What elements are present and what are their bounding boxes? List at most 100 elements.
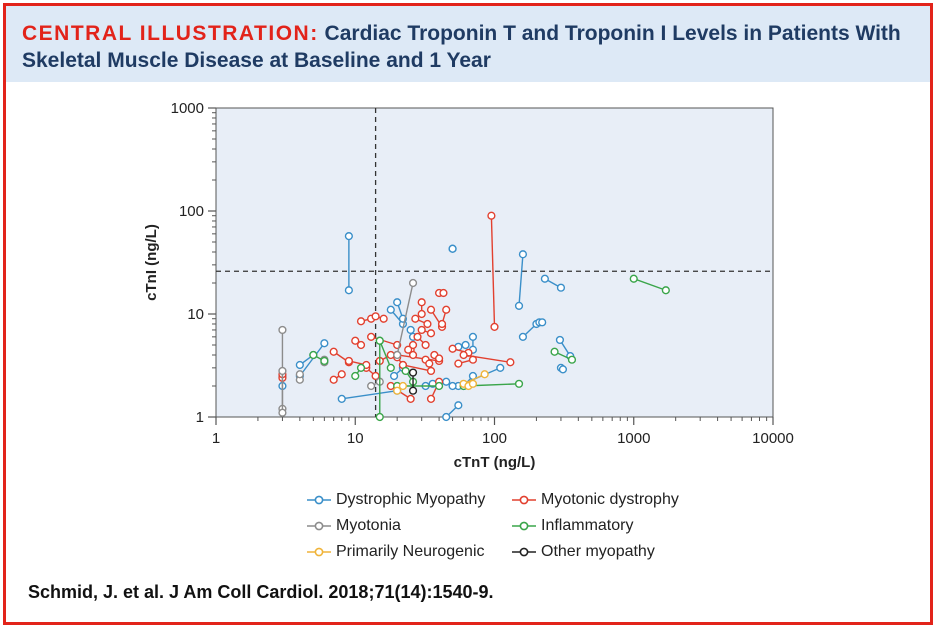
y-tick-label: 10 xyxy=(187,306,204,323)
chart-legend: Dystrophic Myopathy Myotonic dystrophy Myo… xyxy=(306,489,726,569)
myotonic-dystrophy-point-baseline xyxy=(371,312,380,321)
y-tick-label: 1000 xyxy=(171,100,204,117)
dystrophic-myopathy-point-1year xyxy=(454,401,463,410)
myotonia-point-1year xyxy=(278,366,287,376)
myotonic-dystrophy-point-baseline xyxy=(426,394,436,403)
dystrophic-myopathy-point-baseline xyxy=(540,274,549,283)
legend-swatch-primarily-neurogenic xyxy=(307,547,331,557)
legend-item-inflammatory: Inflammatory xyxy=(511,515,633,537)
inflammatory-point-baseline xyxy=(401,366,410,376)
myotonia-point-baseline xyxy=(408,278,418,288)
myotonia-point-baseline xyxy=(278,325,287,335)
legend-swatch-inflammatory xyxy=(512,521,536,531)
other-myopathy-point-baseline xyxy=(408,368,418,377)
inflammatory-point-baseline xyxy=(550,347,559,356)
dystrophic-myopathy-point-baseline xyxy=(406,325,415,335)
y-axis-label: cTnI (ng/L) xyxy=(143,224,160,301)
x-tick-label: 1 xyxy=(212,430,220,447)
y-tick-label: 100 xyxy=(179,203,204,220)
legend-item-other-myopathy: Other myopathy xyxy=(511,541,655,563)
myotonic-dystrophy-point-1year xyxy=(490,322,499,331)
myotonic-dystrophy-point-baseline xyxy=(417,325,426,335)
dystrophic-myopathy-point-baseline xyxy=(442,412,451,422)
myotonic-dystrophy-point-1year xyxy=(406,394,415,403)
myotonic-dystrophy-point-1year xyxy=(423,319,432,329)
dystrophic-myopathy-point-baseline xyxy=(496,363,505,372)
inflammatory-point-baseline xyxy=(356,363,366,372)
myotonic-dystrophy-point-1year xyxy=(371,371,380,381)
dystrophic-myopathy-point-1year xyxy=(556,283,566,292)
myotonic-dystrophy-point-1year xyxy=(426,366,436,376)
myotonic-dystrophy-connector xyxy=(463,354,511,363)
myotonia-point-1year xyxy=(393,350,402,360)
legend-swatch-myotonic-dystrophy xyxy=(512,495,536,505)
myotonia-point-baseline xyxy=(278,408,287,417)
dystrophic-myopathy-point-baseline xyxy=(518,250,528,259)
myotonic-dystrophy-point-baseline xyxy=(329,347,338,356)
inflammatory-point-1year xyxy=(567,355,577,364)
myotonic-dystrophy-point-baseline xyxy=(367,332,376,341)
dystrophic-myopathy-point-baseline xyxy=(555,335,565,345)
inflammatory-point-1year xyxy=(514,379,524,388)
dystrophic-myopathy-connector xyxy=(299,342,325,377)
myotonic-dystrophy-point-1year xyxy=(404,345,413,354)
figure-title: CENTRAL ILLUSTRATION: Cardiac Troponin T… xyxy=(22,20,922,74)
inflammatory-point-baseline xyxy=(629,274,638,283)
myotonic-dystrophy-point-1year xyxy=(426,329,436,338)
dystrophic-myopathy-point-1year xyxy=(514,301,524,310)
dystrophic-myopathy-point-1year xyxy=(461,340,470,350)
myotonic-dystrophy-connector xyxy=(402,364,432,372)
title-text: Cardiac Troponin T and Troponin I Levels… xyxy=(22,22,901,72)
myotonic-dystrophy-point-baseline xyxy=(426,305,436,314)
citation: Schmid, J. et al. J Am Coll Cardiol. 201… xyxy=(28,582,494,602)
troponin-scatter-chart: 1 10 100 1000 1 10 100 1000 10000 cTnT (ng/L) cTnI… xyxy=(143,100,794,471)
dystrophic-myopathy-connector xyxy=(518,254,524,306)
primarily-neurogenic-point-1year xyxy=(398,381,408,391)
dystrophic-myopathy-point-baseline xyxy=(295,360,304,370)
inflammatory-point-1year xyxy=(434,381,444,391)
legend-label: Myotonic dystrophy xyxy=(541,491,679,508)
legend-swatch-myotonia xyxy=(307,521,331,531)
dystrophic-myopathy-point-1year xyxy=(448,381,457,391)
myotonic-dystrophy-point-1year xyxy=(417,309,426,319)
legend-item-myotonic-dystrophy: Myotonic dystrophy xyxy=(511,489,679,511)
dystrophic-myopathy-point-baseline xyxy=(393,298,402,307)
dystrophic-myopathy-point-1year xyxy=(468,332,478,341)
myotonic-dystrophy-point-1year xyxy=(425,359,434,368)
myotonic-dystrophy-point-baseline xyxy=(442,305,451,314)
legend-item-primarily-neurogenic: Primarily Neurogenic xyxy=(306,541,485,563)
myotonic-dystrophy-connector xyxy=(370,336,398,346)
legend-label: Dystrophic Myopathy xyxy=(336,491,486,508)
x-tick-label: 100 xyxy=(482,430,507,447)
x-axis-label: cTnT (ng/L) xyxy=(454,454,536,471)
myotonic-dystrophy-point-1year xyxy=(439,288,448,298)
dystrophic-myopathy-point-baseline xyxy=(389,371,399,381)
myotonic-dystrophy-point-1year xyxy=(408,350,418,360)
legend-label: Inflammatory xyxy=(541,517,634,534)
dystrophic-myopathy-connector xyxy=(341,390,398,400)
inflammatory-point-1year xyxy=(320,356,329,366)
inflammatory-point-1year xyxy=(661,286,670,295)
myotonic-dystrophy-point-baseline xyxy=(411,314,420,323)
other-myopathy-point-1year xyxy=(408,386,418,395)
myotonic-dystrophy-point-baseline xyxy=(454,359,463,368)
myotonic-dystrophy-point-baseline xyxy=(351,336,360,345)
myotonia-point-1year xyxy=(295,370,304,379)
legend-item-dystrophic-myopathy: Dystrophic Myopathy xyxy=(306,489,485,511)
central-illustration-label: CENTRAL ILLUSTRATION: xyxy=(22,22,319,45)
inflammatory-point-baseline xyxy=(375,336,384,345)
dystrophic-myopathy-point-1year xyxy=(448,244,457,253)
dystrophic-myopathy-point-baseline xyxy=(386,305,395,314)
legend-label: Myotonia xyxy=(336,517,401,534)
title-banner: CENTRAL ILLUSTRATION: Cardiac Troponin T… xyxy=(6,6,930,82)
myotonic-dystrophy-point-baseline xyxy=(408,340,418,350)
figure-frame: CENTRAL ILLUSTRATION: Cardiac Troponin T… xyxy=(3,3,933,625)
legend-label: Other myopathy xyxy=(541,543,655,560)
legend-label: Primarily Neurogenic xyxy=(336,543,485,560)
myotonic-dystrophy-point-1year xyxy=(337,370,346,379)
myotonic-dystrophy-point-1year xyxy=(506,358,515,367)
myotonic-dystrophy-point-baseline xyxy=(448,344,457,353)
inflammatory-point-baseline xyxy=(375,412,384,422)
myotonic-dystrophy-point-1year xyxy=(434,354,444,363)
inflammatory-point-1year xyxy=(351,371,360,381)
